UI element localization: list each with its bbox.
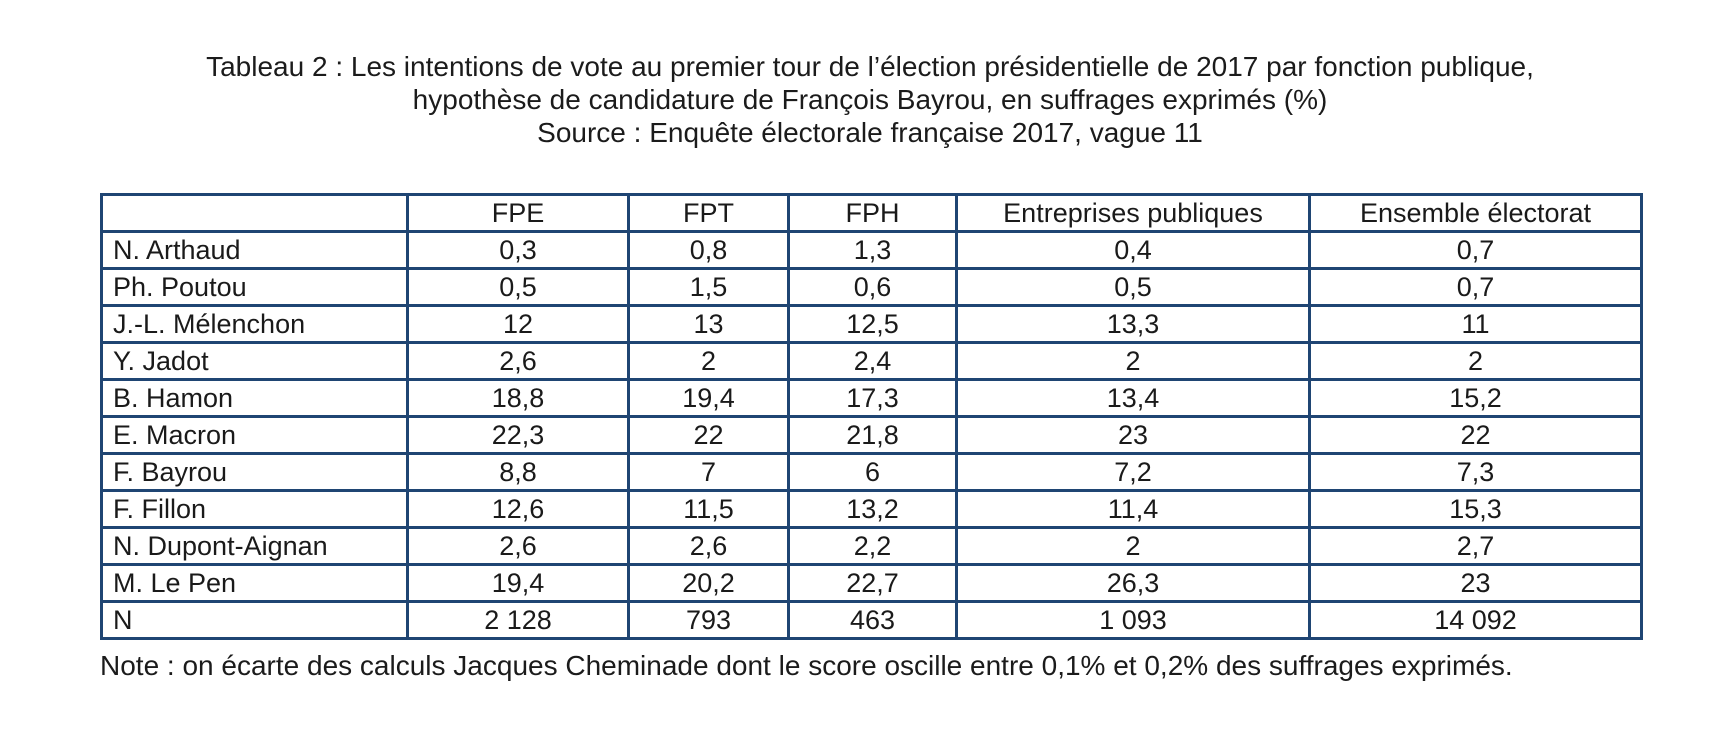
column-header-empty: [100, 193, 409, 233]
column-header-fpt: FPT: [627, 193, 790, 233]
document-page: Tableau 2 : Les intentions de vote au pr…: [100, 0, 1643, 682]
value-cell: 1 093: [955, 600, 1311, 640]
value-cell: 17,3: [787, 378, 958, 418]
candidate-name-cell: F. Fillon: [100, 489, 409, 529]
value-cell: 13,2: [787, 489, 958, 529]
value-cell: 18,8: [406, 378, 630, 418]
value-cell: 7: [627, 452, 790, 492]
value-cell: 2,6: [406, 341, 630, 381]
candidate-name-cell: Y. Jadot: [100, 341, 409, 381]
value-cell: 793: [627, 600, 790, 640]
value-cell: 0,7: [1308, 230, 1643, 270]
value-cell: 2,4: [787, 341, 958, 381]
candidate-name-cell: N. Arthaud: [100, 230, 409, 270]
table-row: B. Hamon 18,8 19,4 17,3 13,4 15,2: [100, 378, 1643, 418]
value-cell: 12,5: [787, 304, 958, 344]
caption-line-1: Tableau 2 : Les intentions de vote au pr…: [206, 51, 1534, 82]
candidate-name-cell: J.-L. Mélenchon: [100, 304, 409, 344]
value-cell: 19,4: [627, 378, 790, 418]
value-cell: 2: [955, 341, 1311, 381]
value-cell: 15,3: [1308, 489, 1643, 529]
value-cell: 8,8: [406, 452, 630, 492]
value-cell: 2,6: [406, 526, 630, 566]
value-cell: 0,8: [627, 230, 790, 270]
value-cell: 1,5: [627, 267, 790, 307]
candidate-name-cell: N: [100, 600, 409, 640]
table-caption: Tableau 2 : Les intentions de vote au pr…: [100, 50, 1640, 149]
candidate-name-cell: M. Le Pen: [100, 563, 409, 603]
value-cell: 7,2: [955, 452, 1311, 492]
table-row: J.-L. Mélenchon 12 13 12,5 13,3 11: [100, 304, 1643, 344]
value-cell: 0,6: [787, 267, 958, 307]
column-header-entreprises: Entreprises publiques: [955, 193, 1311, 233]
value-cell: 20,2: [627, 563, 790, 603]
value-cell: 2: [1308, 341, 1643, 381]
table-row: N. Dupont-Aignan 2,6 2,6 2,2 2 2,7: [100, 526, 1643, 566]
value-cell: 2: [627, 341, 790, 381]
value-cell: 2,6: [627, 526, 790, 566]
table-row: N. Arthaud 0,3 0,8 1,3 0,4 0,7: [100, 230, 1643, 270]
value-cell: 0,7: [1308, 267, 1643, 307]
header-row: FPE FPT FPH Entreprises publiques Ensemb…: [100, 193, 1643, 233]
value-cell: 13,4: [955, 378, 1311, 418]
value-cell: 2,2: [787, 526, 958, 566]
table-row: E. Macron 22,3 22 21,8 23 22: [100, 415, 1643, 455]
value-cell: 7,3: [1308, 452, 1643, 492]
value-cell: 23: [1308, 563, 1643, 603]
value-cell: 11: [1308, 304, 1643, 344]
value-cell: 0,5: [406, 267, 630, 307]
value-cell: 13,3: [955, 304, 1311, 344]
value-cell: 22,3: [406, 415, 630, 455]
value-cell: 0,5: [955, 267, 1311, 307]
table-row: F. Fillon 12,6 11,5 13,2 11,4 15,3: [100, 489, 1643, 529]
value-cell: 11,4: [955, 489, 1311, 529]
caption-line-3: Source : Enquête électorale française 20…: [537, 117, 1203, 148]
value-cell: 21,8: [787, 415, 958, 455]
column-header-fph: FPH: [787, 193, 958, 233]
value-cell: 22,7: [787, 563, 958, 603]
value-cell: 11,5: [627, 489, 790, 529]
value-cell: 15,2: [1308, 378, 1643, 418]
table-row: Y. Jadot 2,6 2 2,4 2 2: [100, 341, 1643, 381]
candidate-name-cell: F. Bayrou: [100, 452, 409, 492]
table-note: Note : on écarte des calculs Jacques Che…: [100, 650, 1513, 681]
value-cell: 2 128: [406, 600, 630, 640]
value-cell: 23: [955, 415, 1311, 455]
value-cell: 12,6: [406, 489, 630, 529]
table-row: Ph. Poutou 0,5 1,5 0,6 0,5 0,7: [100, 267, 1643, 307]
table-row: F. Bayrou 8,8 7 6 7,2 7,3: [100, 452, 1643, 492]
value-cell: 22: [627, 415, 790, 455]
value-cell: 12: [406, 304, 630, 344]
value-cell: 19,4: [406, 563, 630, 603]
value-cell: 1,3: [787, 230, 958, 270]
candidate-name-cell: E. Macron: [100, 415, 409, 455]
column-header-ensemble: Ensemble électorat: [1308, 193, 1643, 233]
value-cell: 2,7: [1308, 526, 1643, 566]
value-cell: 26,3: [955, 563, 1311, 603]
value-cell: 13: [627, 304, 790, 344]
column-header-fpe: FPE: [406, 193, 630, 233]
value-cell: 22: [1308, 415, 1643, 455]
caption-line-2: hypothèse de candidature de François Bay…: [412, 84, 1328, 115]
candidate-name-cell: B. Hamon: [100, 378, 409, 418]
value-cell: 0,3: [406, 230, 630, 270]
table-row: M. Le Pen 19,4 20,2 22,7 26,3 23: [100, 563, 1643, 603]
value-cell: 2: [955, 526, 1311, 566]
vote-intentions-table: FPE FPT FPH Entreprises publiques Ensemb…: [100, 193, 1643, 640]
candidate-name-cell: Ph. Poutou: [100, 267, 409, 307]
value-cell: 14 092: [1308, 600, 1643, 640]
value-cell: 463: [787, 600, 958, 640]
value-cell: 0,4: [955, 230, 1311, 270]
value-cell: 6: [787, 452, 958, 492]
candidate-name-cell: N. Dupont-Aignan: [100, 526, 409, 566]
